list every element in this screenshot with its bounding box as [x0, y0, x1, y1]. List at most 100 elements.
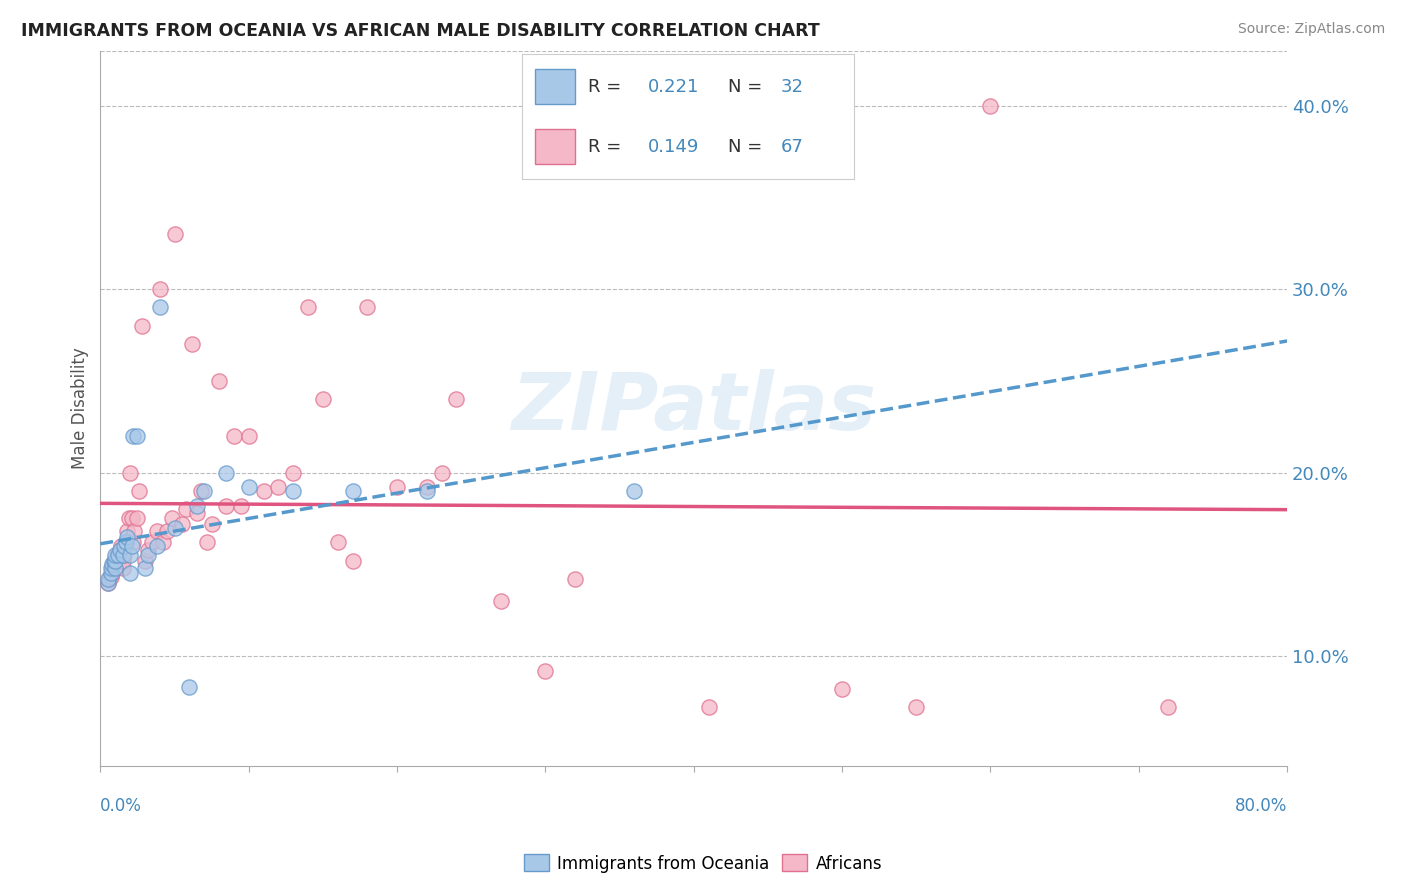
Point [101, 558, 124, 572]
Point [297, 301, 319, 315]
Text: ZIPatlas: ZIPatlas [512, 369, 876, 448]
Point [430, 466, 453, 480]
Legend: Immigrants from Oceania, Africans: Immigrants from Oceania, Africans [517, 847, 889, 880]
Point [564, 572, 586, 586]
Point [104, 553, 127, 567]
Point [122, 535, 145, 549]
Point [104, 561, 127, 575]
Point [136, 542, 159, 557]
Point [231, 499, 253, 513]
Point [415, 483, 437, 498]
Point [193, 483, 215, 498]
Point [238, 480, 260, 494]
Point [98, 572, 121, 586]
Point [179, 680, 201, 694]
Point [110, 539, 132, 553]
Point [652, 136, 675, 150]
Point [103, 553, 125, 567]
Point [489, 594, 512, 608]
Point [107, 548, 129, 562]
Point [385, 480, 408, 494]
Point [122, 429, 145, 443]
Point [149, 282, 172, 296]
Point [118, 566, 141, 581]
Point [534, 664, 557, 678]
Point [186, 506, 208, 520]
Point [127, 511, 149, 525]
Point [108, 542, 131, 557]
Point [117, 511, 139, 525]
Point [97, 575, 120, 590]
Point [100, 570, 122, 584]
Point [326, 535, 349, 549]
Point [124, 524, 146, 539]
Point [111, 553, 134, 567]
Y-axis label: Male Disability: Male Disability [72, 348, 89, 469]
Point [623, 483, 645, 498]
Point [149, 301, 172, 315]
Point [215, 499, 238, 513]
Point [283, 466, 305, 480]
Point [312, 392, 335, 407]
Point [101, 566, 124, 581]
Point [160, 511, 183, 525]
Point [134, 561, 156, 575]
Point [111, 561, 134, 575]
Point [121, 539, 143, 553]
Point [97, 572, 120, 586]
Point [112, 539, 135, 553]
Point [238, 429, 260, 443]
Point [195, 535, 218, 549]
Point [100, 561, 122, 575]
Point [208, 374, 231, 388]
Point [905, 700, 928, 714]
Point [121, 511, 143, 525]
Point [170, 516, 193, 531]
Point [979, 99, 1001, 113]
Point [104, 548, 127, 562]
Point [104, 553, 127, 567]
Point [267, 480, 290, 494]
Text: Source: ZipAtlas.com: Source: ZipAtlas.com [1237, 22, 1385, 37]
Point [115, 524, 138, 539]
Point [222, 429, 245, 443]
Point [114, 535, 136, 549]
Point [1157, 700, 1180, 714]
Point [141, 535, 163, 549]
Point [156, 524, 179, 539]
Point [136, 548, 159, 562]
Point [283, 483, 305, 498]
Point [118, 466, 141, 480]
Point [105, 548, 128, 562]
Point [107, 548, 129, 562]
Text: IMMIGRANTS FROM OCEANIA VS AFRICAN MALE DISABILITY CORRELATION CHART: IMMIGRANTS FROM OCEANIA VS AFRICAN MALE … [21, 22, 820, 40]
Point [201, 516, 224, 531]
Point [112, 548, 135, 562]
Point [104, 561, 127, 575]
Point [163, 520, 186, 534]
Point [181, 337, 204, 351]
Point [215, 466, 238, 480]
Point [186, 499, 208, 513]
Point [103, 558, 125, 572]
Point [831, 681, 853, 696]
Point [163, 227, 186, 241]
Point [111, 548, 134, 562]
Point [127, 429, 149, 443]
Point [356, 301, 378, 315]
Point [101, 561, 124, 575]
Point [114, 535, 136, 549]
Point [145, 524, 167, 539]
Point [415, 480, 437, 494]
Point [145, 539, 167, 553]
Point [697, 700, 720, 714]
Point [176, 502, 198, 516]
Point [108, 542, 131, 557]
Text: 0.0%: 0.0% [100, 797, 142, 814]
Point [115, 530, 138, 544]
Point [252, 483, 274, 498]
Point [134, 553, 156, 567]
Point [190, 483, 212, 498]
Point [152, 535, 174, 549]
Point [128, 483, 150, 498]
